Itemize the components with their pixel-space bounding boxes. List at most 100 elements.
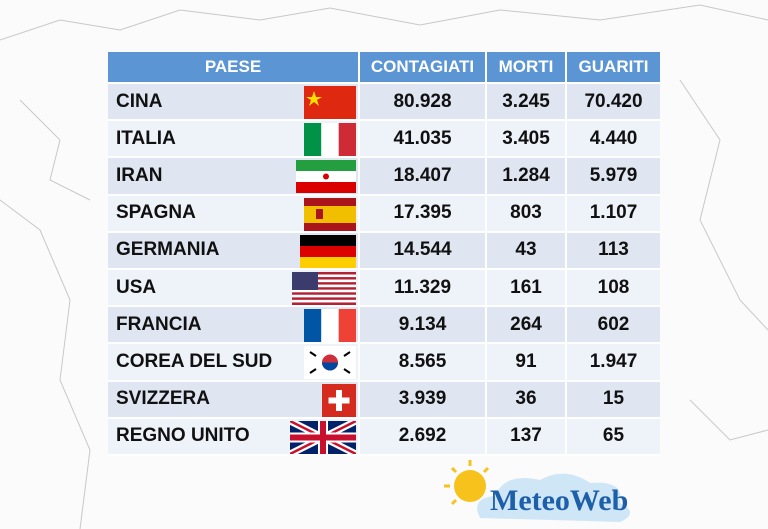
value-cell: 1.284 (487, 158, 567, 196)
country-cell: ITALIA (108, 121, 360, 159)
logo: MeteoWeb (444, 460, 630, 522)
value-text: 41.035 (393, 127, 452, 149)
header-cell: PAESE (108, 52, 360, 84)
country-cell: SPAGNA (108, 195, 360, 233)
flag (304, 123, 356, 157)
flag (304, 86, 356, 119)
value-cell: 161 (487, 269, 567, 308)
value-text: 4.440 (589, 127, 638, 149)
value-text: 3.405 (502, 127, 550, 149)
country-name: CINA (116, 90, 163, 112)
value-cell: 137 (487, 418, 567, 456)
country-name: GERMANIA (116, 239, 220, 261)
table-row: SVIZZERA 3.939 36 15 (108, 381, 660, 419)
table-row: GERMANIA 14.544 43 113 (108, 232, 660, 270)
flag (300, 234, 356, 268)
value-cell: 602 (567, 307, 660, 345)
flag (322, 383, 356, 417)
value-text: 43 (515, 239, 537, 261)
value-text: 65 (602, 425, 625, 447)
value-cell: 11.329 (360, 269, 487, 308)
value-cell: 113 (567, 233, 660, 270)
country-cell: GERMANIA (108, 232, 360, 270)
country-name: FRANCIA (116, 313, 202, 335)
country-cell: FRANCIA (108, 307, 360, 345)
value-text: 9.134 (398, 313, 447, 335)
value-cell: 65 (567, 419, 660, 456)
table-row: COREA DEL SUD 8.565 91 1.947 (108, 344, 660, 382)
header-cell: MORTI (487, 52, 567, 84)
table-row: FRANCIA 9.134 264 602 (108, 307, 660, 345)
value-text: 36 (515, 388, 537, 410)
value-cell: 8.565 (360, 344, 487, 382)
flag (296, 160, 356, 194)
table-row: REGNO UNITO 2.692 137 65 (108, 418, 660, 456)
country-cell: IRAN (108, 158, 360, 196)
flag (290, 420, 356, 454)
value-text: 80.928 (393, 90, 452, 112)
table-row: IRAN 18.407 1.284 5.979 (108, 158, 660, 196)
country-cell: COREA DEL SUD (108, 344, 360, 382)
country-name: SVIZZERA (116, 388, 210, 410)
value-cell: 1.107 (567, 196, 660, 233)
country-name: COREA DEL SUD (116, 350, 273, 372)
value-cell: 108 (567, 270, 660, 308)
value-cell: 9.134 (360, 307, 487, 345)
value-text: 11.329 (393, 276, 452, 298)
logo-text: MeteoWeb (490, 484, 628, 517)
value-cell: 15 (567, 382, 660, 419)
value-cell: 3.939 (360, 381, 487, 419)
flag (304, 197, 356, 231)
value-text: 803 (510, 202, 542, 224)
value-text: 2.692 (398, 425, 447, 447)
value-cell: 3.245 (487, 84, 567, 122)
value-text: 1.107 (589, 202, 638, 224)
value-text: 3.245 (502, 90, 550, 112)
header-cell: GUARITI (567, 52, 660, 84)
header-cell: CONTAGIATI (360, 52, 487, 84)
value-cell: 43 (487, 232, 567, 270)
value-text: 1.947 (589, 350, 638, 372)
value-text: 15 (602, 388, 625, 410)
value-text: 1.284 (502, 164, 550, 186)
value-cell: 36 (487, 381, 567, 419)
value-text: 18.407 (393, 164, 452, 186)
value-cell: 803 (487, 195, 567, 233)
table-row: SPAGNA 17.395 803 1.107 (108, 195, 660, 233)
value-text: 3.939 (398, 388, 447, 410)
value-text: 14.544 (393, 239, 452, 261)
value-cell: 70.420 (567, 84, 660, 122)
flag (304, 309, 356, 343)
value-text: 264 (510, 313, 542, 335)
table-row: CINA 80.928 3.245 70.420 (108, 84, 660, 122)
value-text: 108 (597, 276, 630, 298)
value-cell: 14.544 (360, 232, 487, 270)
value-text: 137 (510, 425, 542, 447)
value-text: 161 (510, 276, 542, 298)
value-cell: 41.035 (360, 121, 487, 159)
country-name: SPAGNA (116, 202, 196, 224)
country-name: USA (116, 276, 157, 298)
value-text: 8.565 (398, 350, 447, 372)
flag (304, 346, 356, 380)
value-cell: 5.979 (567, 158, 660, 196)
country-name: IRAN (116, 164, 163, 186)
value-text: 5.979 (589, 164, 638, 186)
table-row: USA 11.329 161 108 (108, 269, 660, 308)
country-name: ITALIA (116, 127, 176, 149)
country-cell: REGNO UNITO (108, 418, 360, 456)
country-name: REGNO UNITO (116, 425, 250, 447)
country-cell: USA (108, 269, 360, 308)
flag (292, 271, 356, 305)
value-text: 17.395 (393, 202, 452, 224)
value-cell: 1.947 (567, 344, 660, 382)
value-text: 113 (598, 239, 629, 261)
value-cell: 3.405 (487, 121, 567, 159)
value-cell: 18.407 (360, 158, 487, 196)
value-cell: 80.928 (360, 84, 487, 122)
value-cell: 264 (487, 307, 567, 345)
country-cell: CINA (108, 84, 360, 122)
value-cell: 91 (487, 344, 567, 382)
